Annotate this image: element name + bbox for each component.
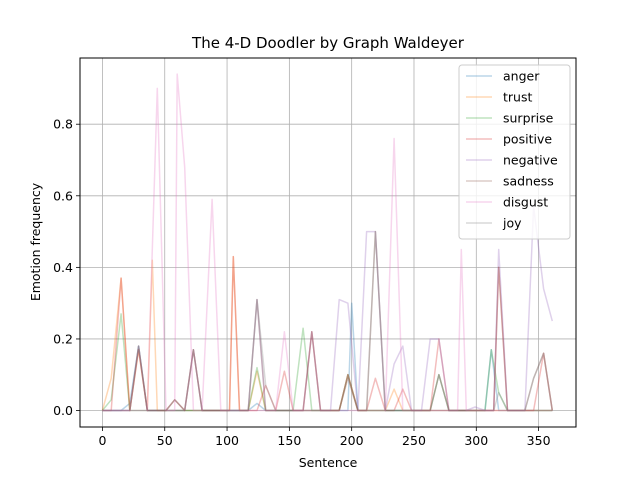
legend-label-trust: trust (503, 90, 532, 105)
series-lines (101, 73, 554, 412)
x-tick-label: 100 (215, 433, 239, 448)
series-line-anger (102, 302, 553, 412)
x-tick-label: 50 (157, 433, 173, 448)
plot-frame (79, 57, 577, 428)
y-tick-label: 0.2 (53, 331, 73, 346)
x-tick-label: 350 (527, 433, 551, 448)
series-line-positive (102, 255, 554, 412)
x-tick-label: 200 (340, 433, 364, 448)
y-axis-label: Emotion frequency (28, 182, 43, 301)
x-tick-label: 150 (277, 433, 301, 448)
legend-label-sadness: sadness (503, 174, 554, 189)
legend-label-joy: joy (502, 216, 522, 231)
legend-label-anger: anger (503, 69, 540, 84)
series-line-trust (101, 255, 553, 412)
legend-label-surprise: surprise (503, 111, 554, 126)
series-line-negative (102, 205, 554, 412)
legend-label-positive: positive (503, 132, 552, 147)
y-tick-label: 0.8 (53, 117, 73, 132)
legend: anger trust surprise positive negative sadnes… (458, 64, 571, 240)
x-tick-label: 300 (464, 433, 488, 448)
legend-label-negative: negative (503, 153, 558, 168)
x-tick-label: 0 (98, 433, 106, 448)
series-line-joy (102, 230, 554, 412)
x-axis-ticks: 0 50 100 150 200 250 300 350 (98, 427, 551, 448)
y-axis-ticks: 0.0 0.2 0.4 0.6 0.8 (53, 117, 80, 418)
legend-box (458, 64, 571, 240)
chart-title: The 4-D Doodler by Graph Waldeyer (191, 34, 465, 52)
x-axis-label: Sentence (299, 455, 358, 470)
y-tick-label: 0.4 (53, 260, 73, 275)
x-tick-label: 250 (402, 433, 426, 448)
y-tick-label: 0.6 (53, 188, 73, 203)
series-line-sadness (102, 230, 554, 412)
legend-label-disgust: disgust (503, 195, 548, 210)
series-line-surprise (101, 313, 553, 412)
y-tick-label: 0.0 (53, 403, 73, 418)
series-line-disgust (102, 73, 553, 412)
